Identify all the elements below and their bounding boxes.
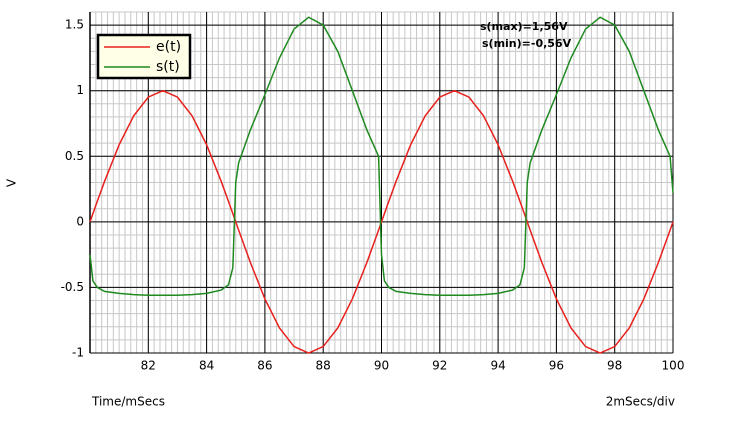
y-tick-label: 0 (76, 214, 84, 228)
series-line (89, 89, 674, 354)
legend-label: s(t) (156, 59, 180, 75)
annotation: s(max)=1,56V (480, 20, 568, 33)
x-tick-label: 92 (432, 359, 447, 373)
y-tick-label: 1 (76, 83, 84, 97)
x-tick-label: 88 (316, 359, 331, 373)
y-tick-label: 0.5 (65, 149, 84, 163)
x-axis-label: Time/mSecs (91, 395, 165, 409)
x-tick-label: 98 (607, 359, 622, 373)
y-tick-label: 1.5 (65, 18, 84, 32)
legend-label: e(t) (156, 39, 181, 55)
series-line (89, 16, 674, 297)
y-tick-label: -1 (72, 346, 84, 360)
x-tick-label: 94 (490, 359, 505, 373)
x-tick-label: 90 (374, 359, 389, 373)
x-tick-label: 82 (141, 359, 156, 373)
y-axis-label: V (5, 178, 19, 187)
annotation: s(min)=-0,56V (482, 37, 572, 50)
x-tick-label: 100 (662, 359, 685, 373)
y-tick-label: -0.5 (61, 280, 84, 294)
legend-box (96, 33, 192, 80)
x-tick-label: 86 (257, 359, 272, 373)
scale-label: 2mSecs/div (606, 395, 675, 409)
x-tick-label: 96 (549, 359, 564, 373)
x-tick-label: 84 (199, 359, 214, 373)
